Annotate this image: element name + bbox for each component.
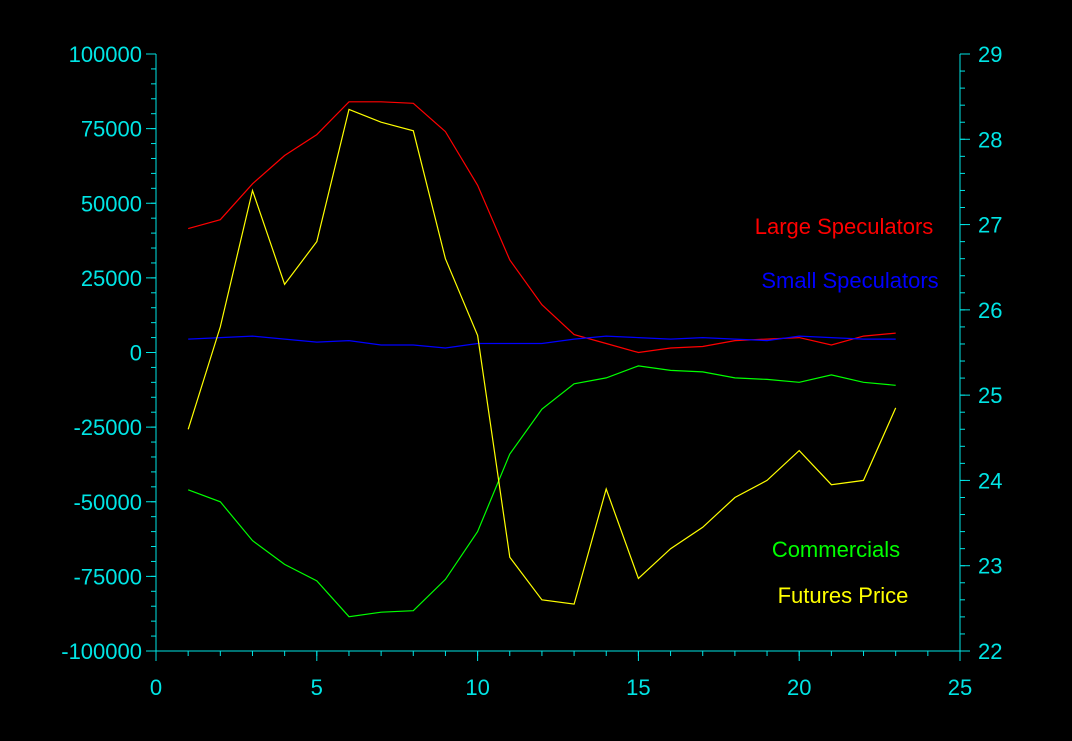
x-tick-label: 10 xyxy=(465,675,489,700)
legend-label-small-speculators: Small Speculators xyxy=(761,268,938,293)
y-right-tick-label: 29 xyxy=(978,42,1002,67)
x-tick-label: 20 xyxy=(787,675,811,700)
chart-title: Commitment of Traders - Cocoa xyxy=(401,11,715,36)
x-axis-label: Weeks xyxy=(524,715,591,740)
x-tick-label: 0 xyxy=(150,675,162,700)
y-left-tick-label: -75000 xyxy=(73,564,142,589)
y-right-tick-label: 24 xyxy=(978,468,1002,493)
y-right-tick-label: 23 xyxy=(978,554,1002,579)
y-right-tick-label: 26 xyxy=(978,298,1002,323)
legend-label-commercials: Commercials xyxy=(772,537,900,562)
y-left-tick-label: 50000 xyxy=(81,191,142,216)
ticks: 0 5 10 15 20 25 100000 75000 50000 25000 0 -25000 -5… xyxy=(61,42,1002,700)
y-left-tick-label: -100000 xyxy=(61,639,142,664)
y-left-tick-label: 75000 xyxy=(81,117,142,142)
legend-label-futures-price: Futures Price xyxy=(778,583,909,608)
y-left-tick-label: -50000 xyxy=(73,490,142,515)
x-tick-label: 5 xyxy=(311,675,323,700)
y-right-tick-label: 22 xyxy=(978,639,1002,664)
y-left-tick-label: 25000 xyxy=(81,266,142,291)
x-tick-label: 15 xyxy=(626,675,650,700)
y-left-axis-label: Balance of Longs xyxy=(11,267,36,437)
y-right-axis-label: Futures Price xyxy=(1032,287,1057,418)
x-tick-label: 25 xyxy=(948,675,972,700)
series-line-commercials xyxy=(187,365,896,618)
series-line-small-speculators xyxy=(188,335,896,349)
series-lines xyxy=(187,101,897,618)
series-line-futures-price xyxy=(187,108,897,605)
legend-label-large-speculators: Large Speculators xyxy=(755,214,934,239)
y-right-tick-label: 25 xyxy=(978,383,1002,408)
y-right-tick-label: 27 xyxy=(978,213,1002,238)
y-left-tick-label: -25000 xyxy=(73,415,142,440)
legend: Large Speculators Small Speculators Commer… xyxy=(755,214,939,608)
y-left-tick-label: 0 xyxy=(130,341,142,366)
y-left-tick-label: 100000 xyxy=(69,42,142,67)
y-right-tick-label: 28 xyxy=(978,127,1002,152)
